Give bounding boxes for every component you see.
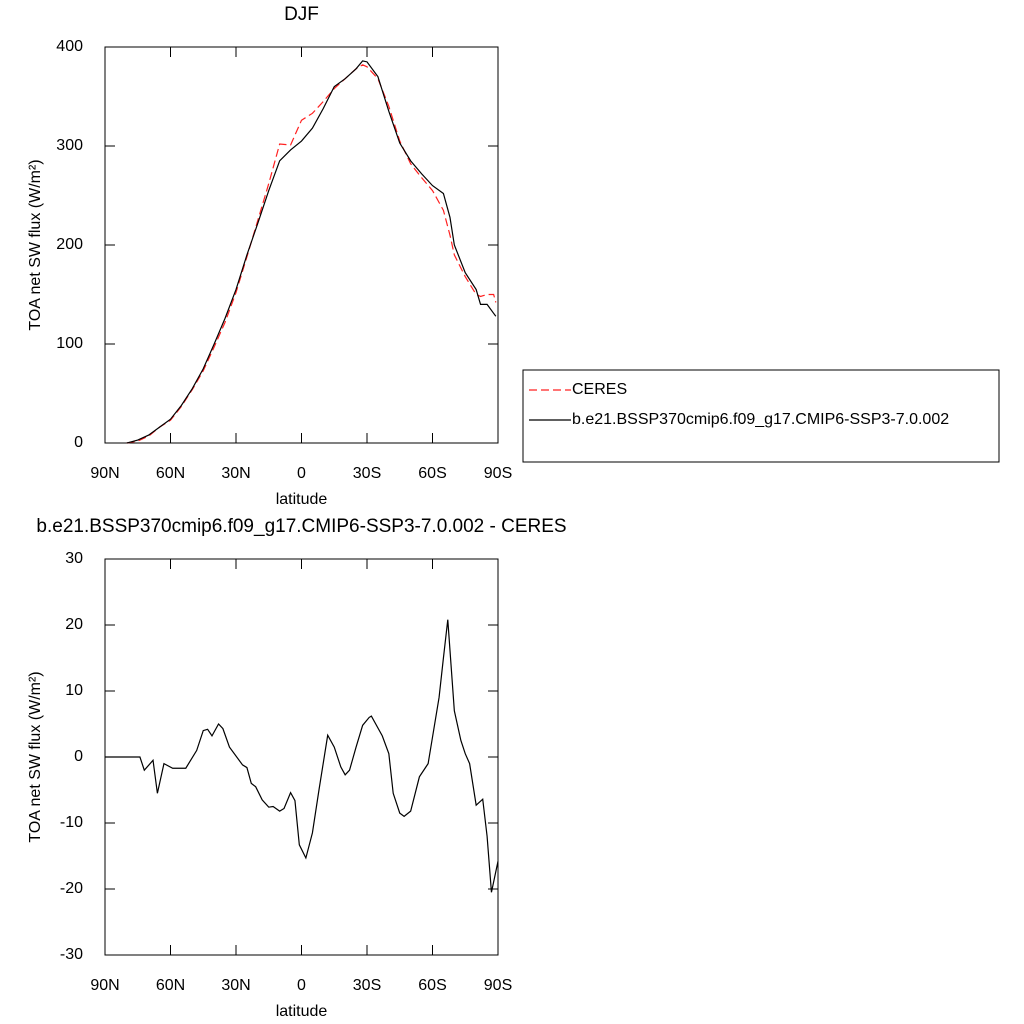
x-tick-label: 90S (484, 977, 512, 994)
x-axis-label: latitude (276, 1003, 328, 1020)
y-tick-label: 300 (56, 137, 83, 154)
y-tick-label: 30 (65, 550, 83, 567)
x-tick-label: 60N (156, 977, 185, 994)
y-tick-label: -30 (60, 946, 83, 963)
x-tick-label: 60S (418, 465, 446, 482)
x-tick-label: 0 (297, 465, 306, 482)
y-tick-label: -20 (60, 880, 83, 897)
x-tick-label: 60S (418, 977, 446, 994)
y-tick-label: 100 (56, 335, 83, 352)
legend-box (522, 369, 1000, 463)
x-tick-label: 0 (297, 977, 306, 994)
y-tick-label: 400 (56, 38, 83, 55)
x-tick-label: 60N (156, 465, 185, 482)
x-tick-label: 90S (484, 465, 512, 482)
x-tick-label: 30S (353, 977, 381, 994)
plot-frame (104, 558, 499, 956)
legend-label: CERES (572, 381, 627, 398)
chart-title: DJF (284, 4, 319, 25)
x-tick-label: 30N (221, 465, 250, 482)
y-tick-label: 0 (74, 748, 83, 765)
y-tick-label: 20 (65, 616, 83, 633)
y-tick-label: 10 (65, 682, 83, 699)
y-axis-label: TOA net SW flux (W/m²) (27, 671, 44, 842)
legend-label: b.e21.BSSP370cmip6.f09_g17.CMIP6-SSP3-7.… (572, 411, 949, 428)
y-tick-label: -10 (60, 814, 83, 831)
data-line (126, 60, 497, 444)
plot-frame (104, 46, 499, 444)
data-line (126, 64, 497, 444)
x-tick-label: 90N (90, 465, 119, 482)
y-tick-label: 0 (74, 434, 83, 451)
y-tick-label: 200 (56, 236, 83, 253)
data-line (105, 619, 499, 893)
x-axis-label: latitude (276, 491, 328, 508)
chart-title: b.e21.BSSP370cmip6.f09_g17.CMIP6-SSP3-7.… (36, 516, 566, 537)
y-axis-label: TOA net SW flux (W/m²) (27, 159, 44, 330)
x-tick-label: 90N (90, 977, 119, 994)
x-tick-label: 30S (353, 465, 381, 482)
x-tick-label: 30N (221, 977, 250, 994)
